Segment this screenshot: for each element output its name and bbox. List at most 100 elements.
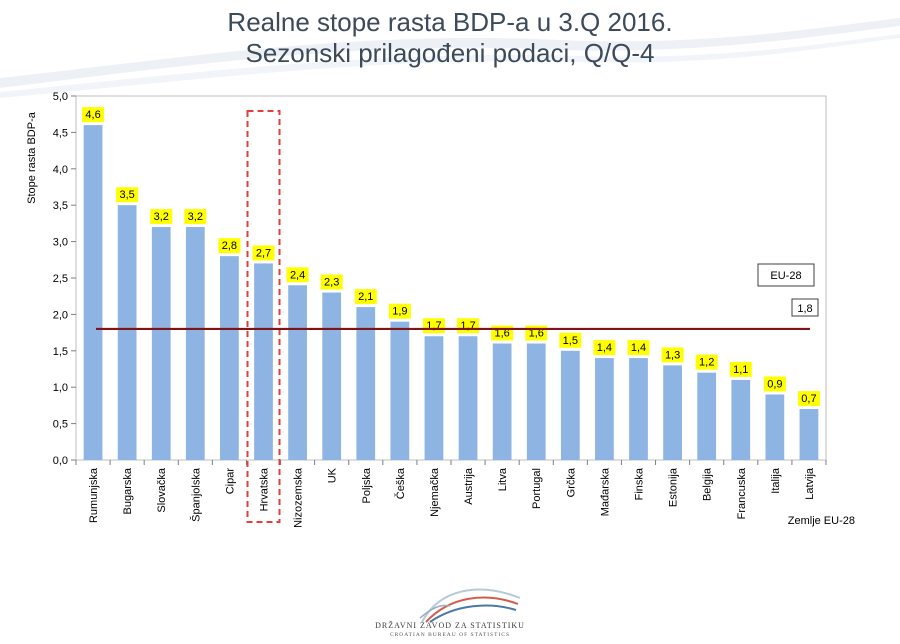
reference-name-label: EU-28 bbox=[770, 270, 801, 282]
data-label-bg bbox=[627, 340, 650, 356]
category-label: Nizozemska bbox=[293, 467, 305, 528]
bar bbox=[663, 365, 682, 460]
highlight-box bbox=[246, 110, 281, 523]
bar bbox=[390, 321, 410, 460]
bar bbox=[731, 379, 751, 460]
bar bbox=[492, 343, 512, 460]
y-tick-label: 1,0 bbox=[53, 382, 68, 394]
title-line-1: Realne stope rasta BDP-a u 3.Q 2016. bbox=[227, 7, 673, 37]
bar bbox=[526, 343, 546, 460]
category-label: Grčka bbox=[565, 467, 577, 497]
category-label: Mađarska bbox=[599, 467, 611, 516]
bar bbox=[458, 336, 478, 460]
bar bbox=[117, 205, 137, 460]
data-label-bg bbox=[763, 376, 786, 392]
category-label: Cipar bbox=[224, 468, 236, 495]
bar bbox=[254, 263, 273, 460]
data-label-bg bbox=[82, 107, 105, 123]
category-label: Estonija bbox=[668, 467, 680, 507]
title-line-2: Sezonski prilagođeni podaci, Q/Q-4 bbox=[245, 38, 655, 68]
data-label: 2,1 bbox=[358, 291, 373, 303]
data-label-bg bbox=[695, 354, 718, 370]
y-tick-label: 5,0 bbox=[53, 91, 68, 103]
category-label: Italija bbox=[770, 467, 782, 494]
data-label-bg bbox=[116, 187, 139, 203]
bar bbox=[322, 292, 342, 460]
data-label: 3,5 bbox=[119, 189, 134, 201]
data-label: 1,6 bbox=[494, 328, 509, 340]
y-tick-label: 3,5 bbox=[53, 200, 68, 212]
y-tick-label: 2,0 bbox=[53, 309, 68, 321]
category-label: Litva bbox=[497, 467, 509, 491]
data-label-bg bbox=[593, 340, 616, 356]
data-label: 0,7 bbox=[801, 393, 816, 405]
data-label: 1,5 bbox=[563, 335, 578, 347]
bars-group bbox=[83, 125, 819, 461]
data-label: 2,4 bbox=[290, 269, 305, 281]
reference-value-label: 1,8 bbox=[797, 303, 812, 315]
category-label: Slovačka bbox=[156, 467, 168, 513]
data-label: 1,3 bbox=[665, 349, 680, 361]
y-tick-label: 4,0 bbox=[53, 164, 68, 176]
data-label: 1,6 bbox=[529, 328, 544, 340]
category-label: Portugal bbox=[531, 468, 543, 509]
data-label: 1,4 bbox=[597, 342, 612, 354]
reference-line-group: EU-28 1,8 bbox=[96, 263, 819, 331]
category-label: Bugarska bbox=[122, 467, 134, 514]
data-label-bg bbox=[388, 303, 411, 319]
data-label: 1,9 bbox=[392, 306, 407, 318]
bar bbox=[424, 336, 444, 460]
x-axis: Rumunjska Bugarska Slovačka Španjolska Cipar… bbox=[75, 460, 827, 528]
dzs-logo-icon bbox=[419, 588, 521, 623]
y-tick-label: 0,5 bbox=[53, 419, 68, 431]
data-label: 2,3 bbox=[324, 277, 339, 289]
y-tick-label: 4,5 bbox=[53, 127, 68, 139]
data-label: 1,1 bbox=[733, 364, 748, 376]
bar bbox=[151, 227, 171, 460]
bar bbox=[185, 227, 205, 460]
y-tick-label: 2,5 bbox=[53, 273, 68, 285]
y-tick-label: 1,5 bbox=[53, 346, 68, 358]
data-label: 3,2 bbox=[154, 211, 169, 223]
bar bbox=[595, 358, 614, 460]
data-label-bg bbox=[184, 209, 207, 225]
bar bbox=[629, 358, 648, 460]
bar bbox=[765, 394, 785, 460]
data-label: 1,4 bbox=[631, 342, 646, 354]
data-label-bg bbox=[354, 289, 377, 305]
data-label-bg bbox=[150, 209, 173, 225]
data-label-bg bbox=[661, 347, 684, 363]
bar bbox=[560, 350, 580, 460]
category-label: Austrija bbox=[463, 467, 475, 505]
category-label: UK bbox=[327, 467, 339, 483]
logo-text-hr: DRŽAVNI ZAVOD ZA STATISTIKU bbox=[375, 621, 525, 630]
logo-text-en: CROATIAN BUREAU OF STATISTICS bbox=[389, 632, 511, 638]
data-label: 4,6 bbox=[85, 109, 100, 121]
y-axis: 0,0 0,5 1,0 1,5 2,0 2,5 3,0 3,5 4,0 4,5 5,0 bbox=[53, 91, 76, 467]
reference-name-box bbox=[757, 263, 815, 287]
data-label: 2,8 bbox=[222, 240, 237, 252]
category-label: Belgija bbox=[702, 467, 714, 501]
bar bbox=[799, 409, 819, 460]
data-label: 2,7 bbox=[256, 247, 271, 259]
category-label: Njemačka bbox=[429, 467, 441, 517]
data-label-bg bbox=[320, 274, 343, 290]
category-label: Češka bbox=[394, 467, 407, 499]
bar bbox=[288, 285, 307, 460]
category-label: Hrvatska bbox=[259, 467, 271, 511]
data-label: 3,2 bbox=[188, 211, 203, 223]
y-tick-label: 0,0 bbox=[53, 455, 68, 467]
y-tick-label: 3,0 bbox=[53, 237, 68, 249]
x-axis-title: Zemlje EU-28 bbox=[788, 515, 855, 527]
data-label-bg bbox=[252, 245, 275, 261]
data-label-bg bbox=[218, 238, 241, 254]
category-label: Poljska bbox=[361, 467, 373, 503]
category-label: Finska bbox=[634, 467, 646, 500]
category-label: Francuska bbox=[736, 467, 748, 519]
page-title: Realne stope rasta BDP-a u 3.Q 2016. Sez… bbox=[0, 7, 900, 69]
y-axis-title: Stope rasta BDP-a bbox=[26, 111, 38, 204]
reference-value-box bbox=[791, 298, 819, 317]
bar bbox=[83, 125, 103, 461]
bar bbox=[220, 256, 239, 460]
